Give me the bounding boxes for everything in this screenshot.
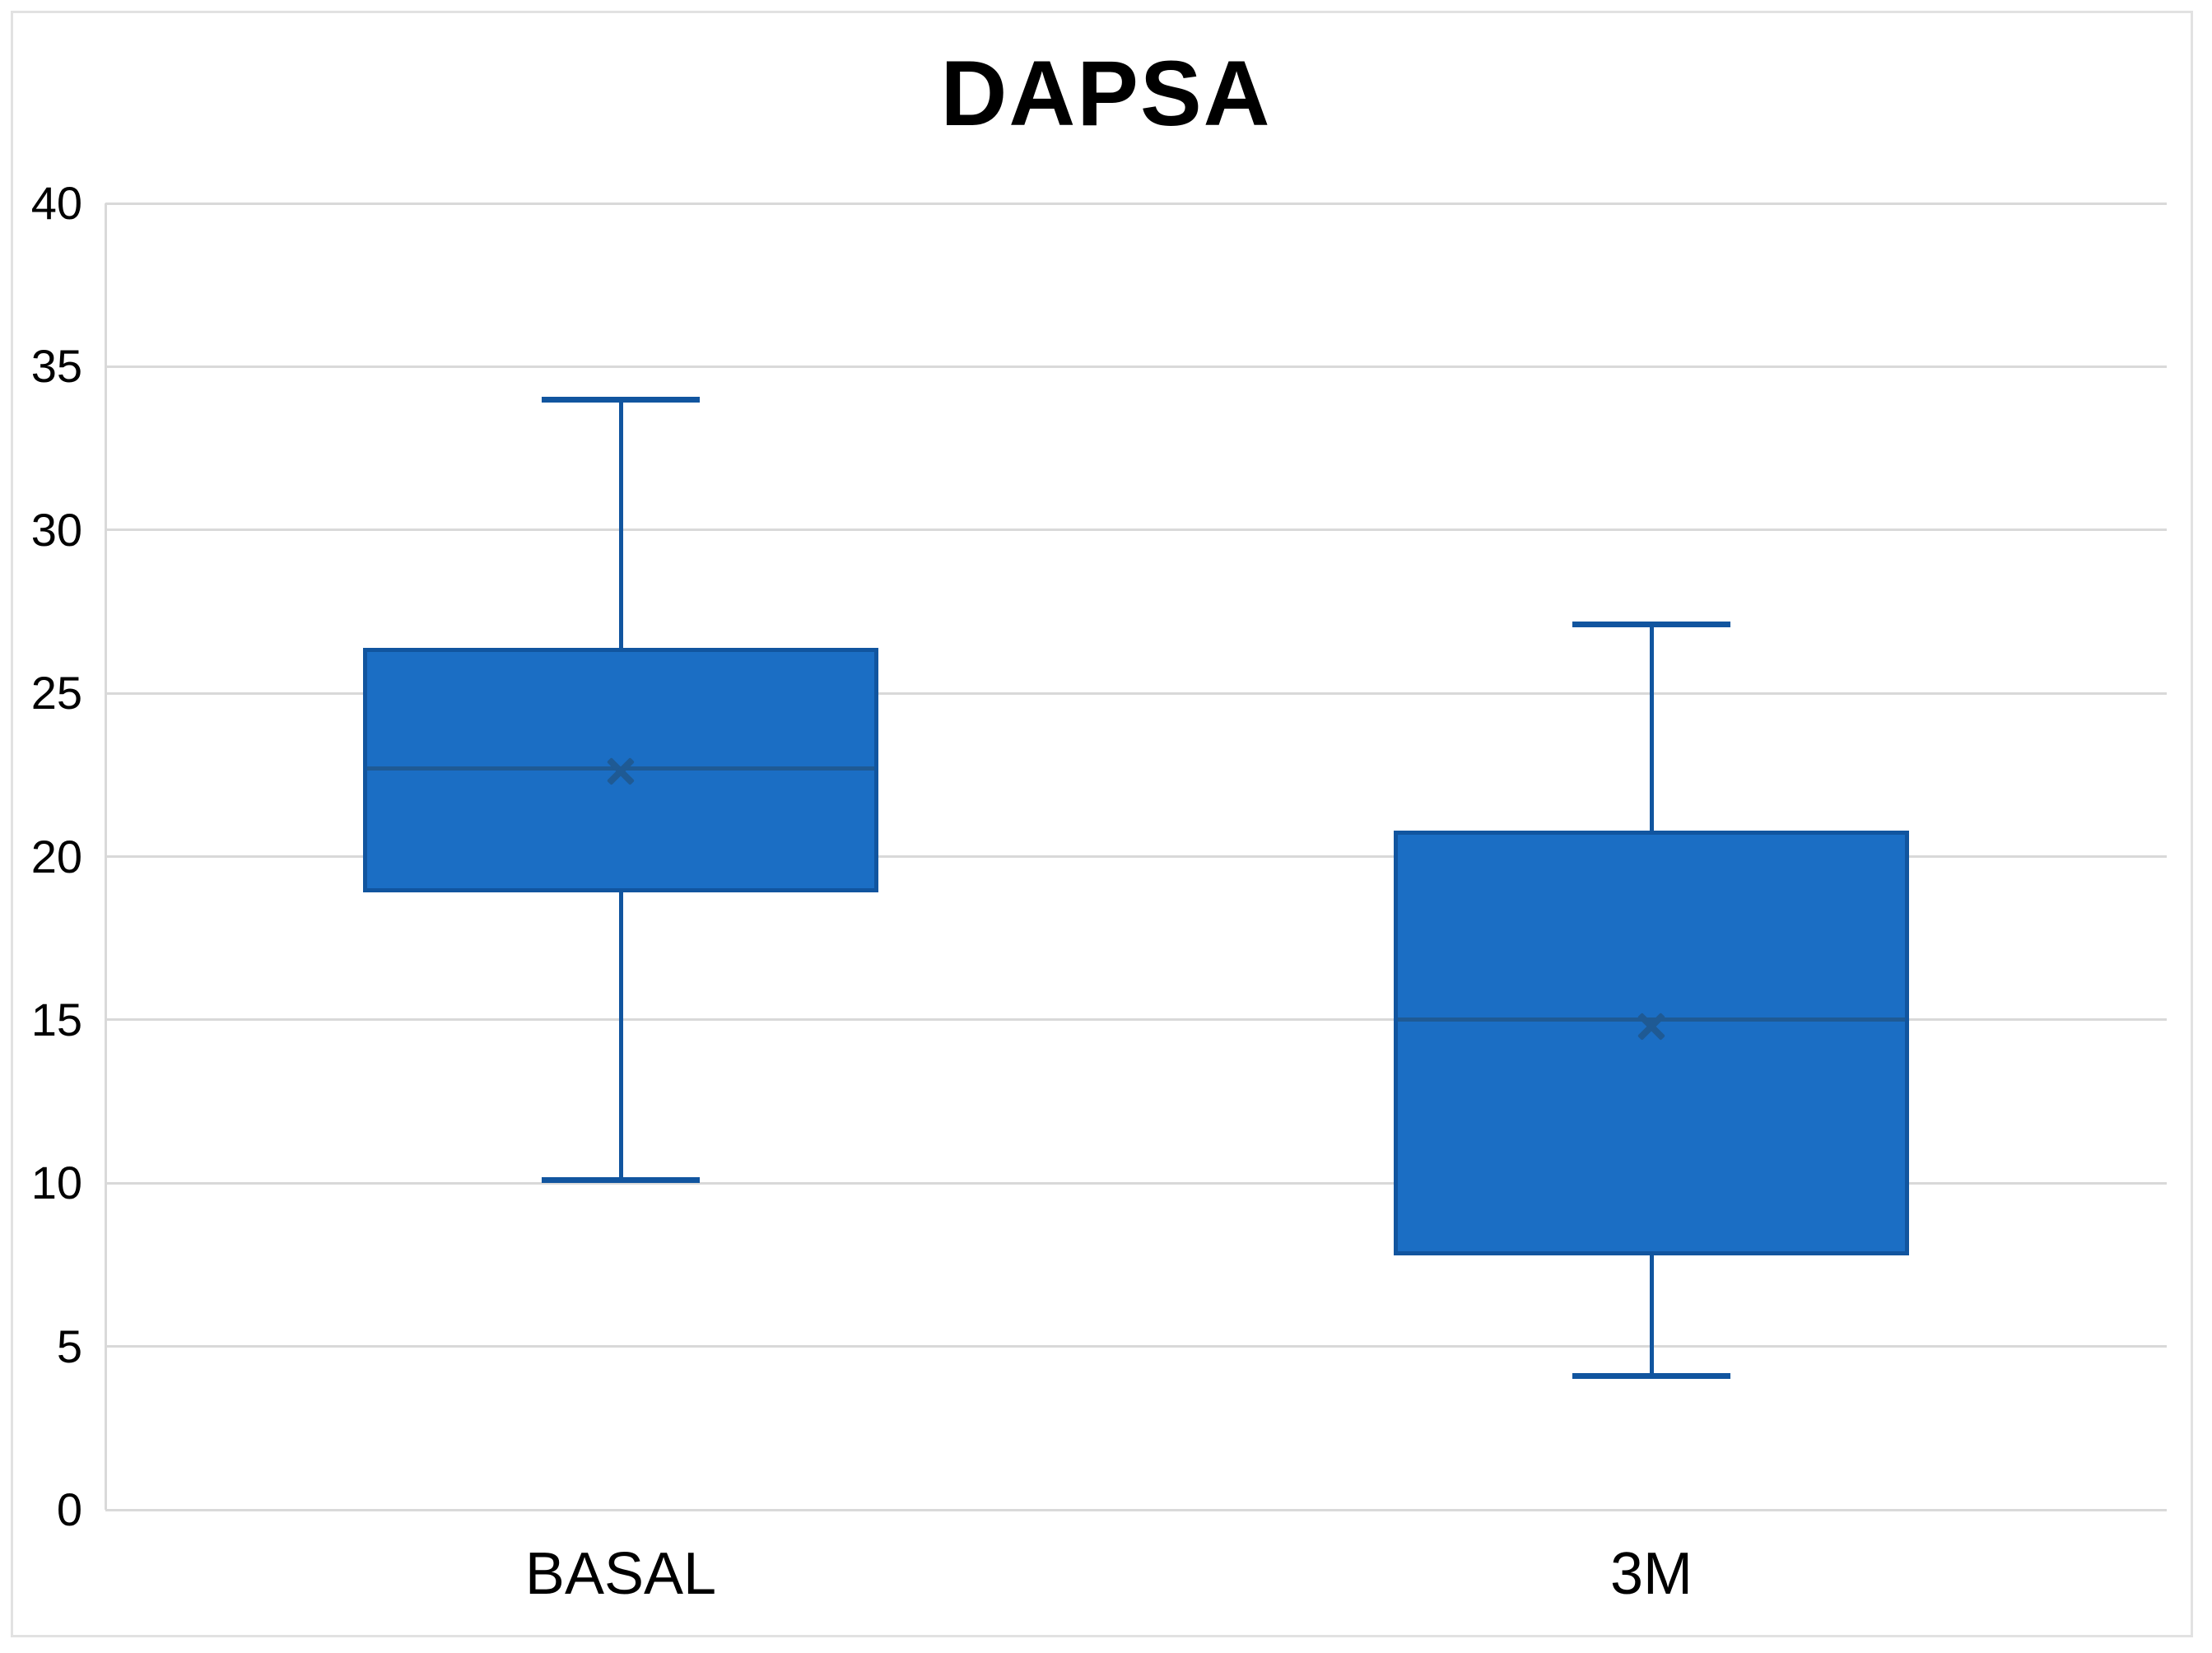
mean-marker-basal — [606, 757, 636, 786]
x-axis-category-label-basal: BASAL — [524, 1541, 717, 1607]
gridline-40 — [105, 202, 2167, 205]
gridline-15 — [105, 1018, 2167, 1022]
mean-marker-3m — [1637, 1012, 1666, 1041]
gridline-5 — [105, 1345, 2167, 1348]
chart-outer-border — [11, 11, 2193, 1637]
median-line-3m — [1398, 1017, 1905, 1022]
y-axis-tick-label: 5 — [56, 1320, 82, 1372]
gridline-30 — [105, 528, 2167, 532]
y-axis-tick-label: 0 — [56, 1483, 82, 1535]
whisker-top-basal — [618, 399, 623, 648]
gridline-25 — [105, 691, 2167, 695]
y-axis-tick-label: 40 — [30, 177, 82, 229]
gridline-35 — [105, 365, 2167, 368]
gridline-0 — [105, 1508, 2167, 1511]
y-axis-line — [104, 203, 107, 1510]
y-axis-tick-label: 20 — [30, 830, 82, 882]
whisker-bottom-basal — [618, 892, 623, 1180]
gridline-20 — [105, 855, 2167, 858]
whisker-top-3m — [1649, 624, 1654, 831]
whisker-cap-bottom-3m — [1572, 1372, 1730, 1379]
x-axis-category-label-3m: 3M — [1609, 1541, 1693, 1607]
y-axis-tick-label: 10 — [30, 1157, 82, 1209]
y-axis-tick-label: 30 — [30, 503, 82, 556]
whisker-cap-top-3m — [1572, 622, 1730, 628]
y-axis-tick-label: 15 — [30, 993, 82, 1045]
y-axis-tick-label: 25 — [30, 667, 82, 719]
gridline-10 — [105, 1181, 2167, 1185]
box-3m — [1394, 830, 1909, 1255]
whisker-bottom-3m — [1649, 1255, 1654, 1376]
whisker-cap-top-basal — [542, 396, 700, 403]
whisker-cap-bottom-basal — [542, 1176, 700, 1183]
y-axis-tick-label: 35 — [30, 340, 82, 393]
chart-title: DAPSA — [940, 42, 1272, 145]
